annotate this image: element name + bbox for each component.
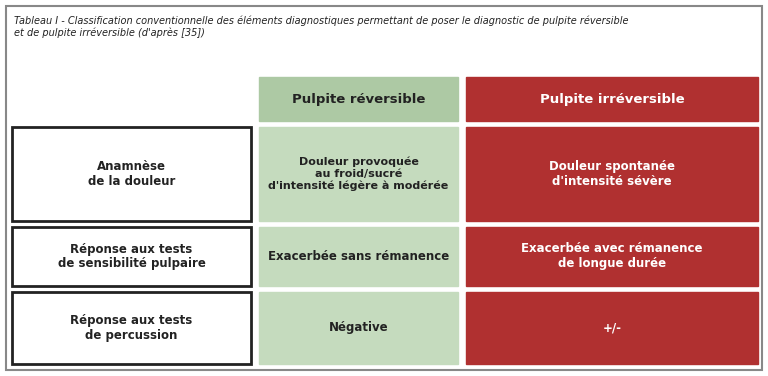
Text: Tableau I - Classification conventionnelle des éléments diagnostiques permettant: Tableau I - Classification conventionnel… xyxy=(14,15,628,26)
Text: Pulpite irréversible: Pulpite irréversible xyxy=(540,92,684,106)
Bar xyxy=(466,77,758,121)
Bar xyxy=(259,127,458,221)
Bar xyxy=(466,127,758,221)
Text: Douleur provoquée
au froid/sucré
d'intensité légère à modérée: Douleur provoquée au froid/sucré d'inten… xyxy=(268,157,449,191)
Bar xyxy=(12,127,251,221)
Text: Réponse aux tests
de sensibilité pulpaire: Réponse aux tests de sensibilité pulpair… xyxy=(58,243,205,270)
Text: Réponse aux tests
de percussion: Réponse aux tests de percussion xyxy=(71,314,193,342)
Text: Pulpite réversible: Pulpite réversible xyxy=(292,92,425,106)
Bar xyxy=(12,292,251,364)
Text: Douleur spontanée
d'intensité sévère: Douleur spontanée d'intensité sévère xyxy=(549,160,675,188)
Text: et de pulpite irréversible (d'après [35]): et de pulpite irréversible (d'après [35]… xyxy=(14,28,205,38)
Text: Exacerbée sans rémanence: Exacerbée sans rémanence xyxy=(268,250,449,263)
Bar xyxy=(259,77,458,121)
Bar xyxy=(466,292,758,364)
Bar xyxy=(259,292,458,364)
Text: Anamnèse
de la douleur: Anamnèse de la douleur xyxy=(88,160,175,188)
Text: Négative: Négative xyxy=(329,321,389,335)
Text: +/-: +/- xyxy=(603,321,621,335)
Text: Exacerbée avec rémanence
de longue durée: Exacerbée avec rémanence de longue durée xyxy=(521,243,703,270)
Bar xyxy=(466,227,758,286)
Bar xyxy=(259,227,458,286)
Bar xyxy=(12,227,251,286)
